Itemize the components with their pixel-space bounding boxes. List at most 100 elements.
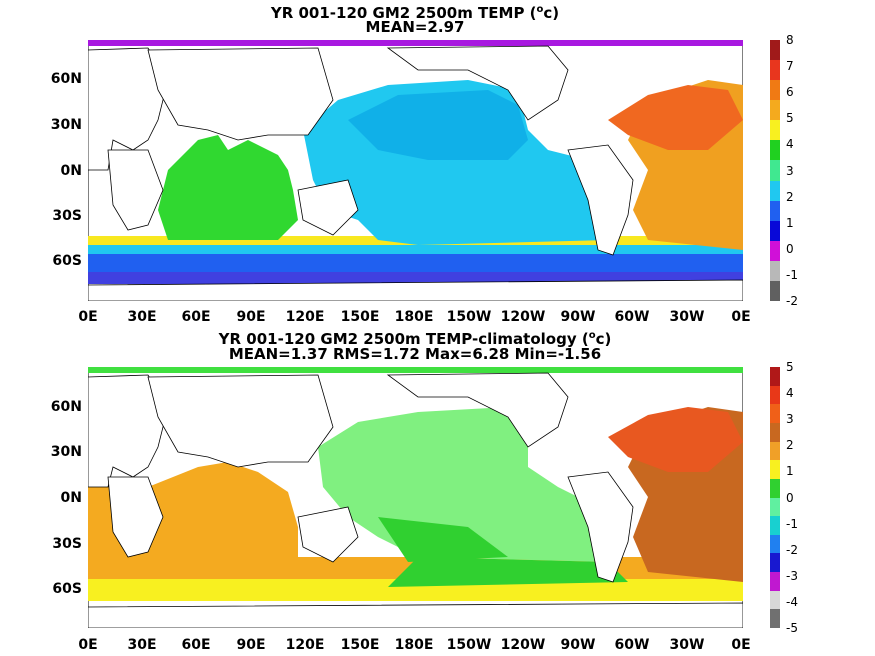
colorbar-label: 4 bbox=[786, 137, 794, 152]
panel2-title-sup: o bbox=[588, 330, 596, 341]
panel2-lat-60s: 60S bbox=[52, 581, 82, 597]
panel2-lat-30n: 30N bbox=[50, 444, 82, 460]
colorbar-label: -2 bbox=[786, 294, 798, 308]
colorbar-label: -3 bbox=[786, 568, 798, 583]
colorbar-label: 3 bbox=[786, 163, 794, 178]
panel2-title-line1: YR 001-120 GM2 2500m TEMP-climatology (o… bbox=[0, 327, 830, 348]
panel2-map bbox=[88, 367, 743, 628]
colorbar-segment bbox=[770, 534, 780, 554]
panel1-lon-3: 90E bbox=[236, 309, 266, 325]
colorbar-segment bbox=[770, 422, 780, 443]
panel2-land-antarctica bbox=[88, 602, 743, 628]
panel1-land-australia bbox=[297, 179, 359, 236]
panel1-land-asia bbox=[147, 47, 334, 141]
panel1-title-sup: o bbox=[536, 4, 544, 15]
panel1-lat-0n: 0N bbox=[60, 163, 82, 179]
colorbar-segment bbox=[770, 460, 780, 480]
panel2-lat-30s: 30S bbox=[52, 536, 82, 552]
panel1-lat-60s: 60S bbox=[52, 253, 82, 269]
panel2-lon-4: 120E bbox=[285, 637, 325, 653]
colorbar-label: -5 bbox=[786, 621, 798, 635]
panel2-lon-11: 30W bbox=[669, 637, 705, 653]
panel1-lon-0: 0E bbox=[78, 309, 98, 325]
colorbar-segment bbox=[770, 385, 780, 405]
panel1-lon-2: 60E bbox=[181, 309, 211, 325]
colorbar-segment bbox=[770, 367, 780, 387]
colorbar-label: 1 bbox=[786, 215, 794, 230]
panel2-land-africa bbox=[107, 476, 164, 558]
colorbar-segment bbox=[770, 441, 780, 461]
panel1-lon-4: 120E bbox=[285, 309, 325, 325]
colorbar-label: 2 bbox=[786, 438, 794, 453]
colorbar-segment bbox=[770, 220, 780, 242]
colorbar-segment bbox=[770, 80, 780, 101]
panel1-lon-5: 150E bbox=[340, 309, 380, 325]
panel2-land-asia bbox=[147, 374, 334, 468]
colorbar-label: 4 bbox=[786, 386, 794, 401]
panel2-lon-7: 150W bbox=[446, 637, 492, 653]
panel1-map bbox=[88, 40, 743, 301]
panel2-land-australia bbox=[297, 506, 359, 563]
panel2-lon-8: 120W bbox=[500, 637, 546, 653]
colorbar-segment bbox=[770, 553, 780, 573]
panel1-land-north-america bbox=[386, 45, 569, 121]
panel2-title-line2: MEAN=1.37 RMS=1.72 Max=6.28 Min=-1.56 bbox=[228, 345, 602, 363]
colorbar-segment bbox=[770, 180, 780, 202]
colorbar-label: -4 bbox=[786, 594, 798, 609]
panel1-colorbar bbox=[770, 40, 780, 302]
panel1-lat-30n: 30N bbox=[50, 117, 82, 133]
colorbar-segment bbox=[770, 200, 780, 222]
panel1-land-antarctica bbox=[88, 279, 743, 301]
panel2-lon-3: 90E bbox=[236, 637, 266, 653]
panel2-title-end: c) bbox=[595, 330, 612, 348]
colorbar-segment bbox=[770, 478, 780, 498]
panel1-title-line2: MEAN=2.97 bbox=[365, 18, 465, 36]
panel2-south-pacific-green bbox=[388, 557, 628, 587]
panel1-lon-11: 30W bbox=[669, 309, 705, 325]
panel1-lon-8: 120W bbox=[500, 309, 546, 325]
panel2-lon-10: 60W bbox=[614, 637, 650, 653]
colorbar-segment bbox=[770, 497, 780, 517]
panel1-pacific-inner bbox=[348, 90, 528, 160]
panel2-lon-12: 0E bbox=[731, 637, 751, 653]
panel1-title-text: YR 001-120 GM2 2500m TEMP ( bbox=[270, 4, 537, 22]
colorbar-label: -1 bbox=[786, 267, 798, 282]
colorbar-segment bbox=[770, 516, 780, 536]
colorbar-label: 5 bbox=[786, 111, 794, 126]
colorbar-segment bbox=[770, 160, 780, 182]
panel2-land-south-america bbox=[567, 471, 634, 583]
panel1-lon-9: 90W bbox=[560, 309, 596, 325]
colorbar-segment bbox=[770, 60, 780, 81]
panel2-arctic-band bbox=[88, 367, 743, 373]
colorbar-label: 5 bbox=[786, 360, 794, 374]
colorbar-segment bbox=[770, 404, 780, 424]
panel2-lon-0: 0E bbox=[78, 637, 98, 653]
colorbar-label: 8 bbox=[786, 33, 794, 47]
panel1-lon-12: 0E bbox=[731, 309, 751, 325]
colorbar-segment bbox=[770, 280, 780, 302]
colorbar-segment bbox=[770, 572, 780, 592]
panel2-north-atlantic bbox=[608, 407, 743, 472]
panel2-lon-5: 150E bbox=[340, 637, 380, 653]
panel2-colorbar bbox=[770, 367, 780, 629]
panel2-lon-6: 180E bbox=[394, 637, 434, 653]
panel2-lon-1: 30E bbox=[127, 637, 157, 653]
panel1-lon-10: 60W bbox=[614, 309, 650, 325]
panel1-land-africa bbox=[107, 149, 164, 231]
panel2-lat-60n: 60N bbox=[50, 399, 82, 415]
colorbar-segment bbox=[770, 120, 780, 141]
panel1-lat-60n: 60N bbox=[50, 71, 82, 87]
panel1-lat-30s: 30S bbox=[52, 208, 82, 224]
panel1-land-south-america bbox=[567, 144, 634, 256]
panel2-lon-9: 90W bbox=[560, 637, 596, 653]
panel1-lon-6: 180E bbox=[394, 309, 434, 325]
panel1-southern-ocean bbox=[88, 254, 743, 274]
panel2-land-north-america bbox=[386, 372, 569, 448]
panel1-lon-1: 30E bbox=[127, 309, 157, 325]
panel2-lon-2: 60E bbox=[181, 637, 211, 653]
colorbar-segment bbox=[770, 100, 780, 121]
colorbar-label: 3 bbox=[786, 412, 794, 427]
colorbar-segment bbox=[770, 260, 780, 282]
panel1-lon-7: 150W bbox=[446, 309, 492, 325]
panel2-pacific-green bbox=[378, 517, 508, 562]
